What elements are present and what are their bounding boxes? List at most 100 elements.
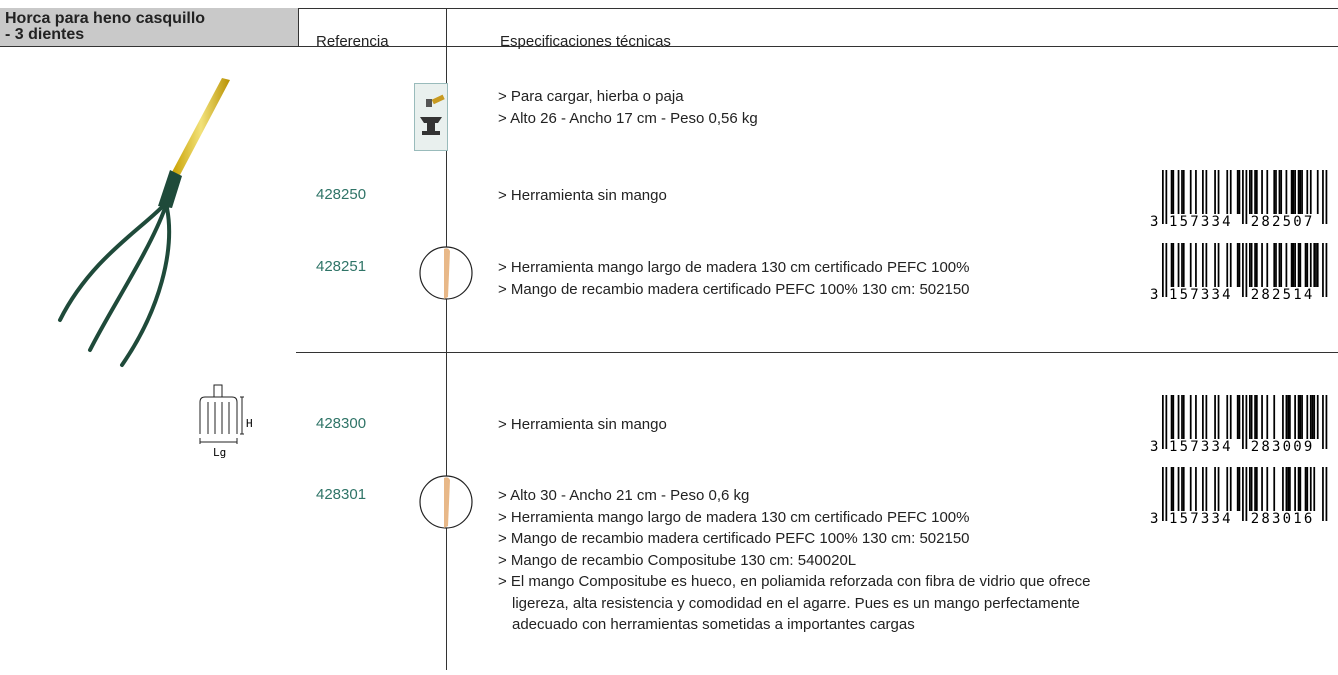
barcode-bar xyxy=(1280,243,1283,287)
barcode-bar xyxy=(1229,243,1232,287)
barcode-bar xyxy=(1250,467,1253,511)
barcode-bar xyxy=(1294,170,1296,214)
spec-line: > Alto 30 - Ancho 21 cm - Peso 0,6 kg xyxy=(498,487,750,504)
spec-line: > Mango de recambio Compositube 130 cm: … xyxy=(498,551,857,569)
barcode-bar xyxy=(1229,467,1232,511)
spec-list: > Herramienta sin mango xyxy=(498,414,1098,436)
barcode-bar xyxy=(1162,467,1164,521)
barcode-bar xyxy=(1322,395,1324,449)
barcode-digits: 3 xyxy=(1150,287,1161,303)
anvil-icon xyxy=(414,83,448,151)
barcode-bar xyxy=(1236,395,1239,439)
barcode-bar xyxy=(1273,243,1276,287)
header-rule xyxy=(0,46,1338,47)
barcode-bar xyxy=(1254,395,1256,439)
barcode-bar xyxy=(1249,170,1251,214)
barcode-bar xyxy=(1238,467,1241,511)
barcode-bar xyxy=(1229,395,1232,439)
barcode-digits: 3 xyxy=(1150,511,1161,527)
barcode-bar xyxy=(1299,467,1302,511)
section-rule xyxy=(296,352,1338,353)
barcode-bar xyxy=(1182,395,1185,439)
barcode-bar xyxy=(1202,395,1204,439)
spec-line: > Alto 26 - Ancho 17 cm - Peso 0,56 kg xyxy=(498,109,758,127)
barcode-bar xyxy=(1322,467,1324,521)
barcode-bar xyxy=(1325,467,1328,521)
barcode-bar xyxy=(1165,467,1168,521)
barcode-bar xyxy=(1304,467,1307,511)
spec-line: > Mango de recambio madera certificado P… xyxy=(498,530,970,547)
col-divider xyxy=(298,8,299,46)
barcode-bar xyxy=(1214,243,1216,287)
reference: 428250 xyxy=(316,186,367,203)
barcode-bar xyxy=(1325,395,1328,449)
barcode-bar xyxy=(1177,467,1180,511)
barcode-bar xyxy=(1261,170,1263,214)
barcode-digits: 157334 xyxy=(1169,511,1233,527)
barcode-bar xyxy=(1299,170,1302,214)
reference: 428300 xyxy=(316,415,367,432)
top-rule xyxy=(0,8,1338,9)
barcode-bar xyxy=(1290,170,1293,214)
barcode-bar xyxy=(1287,395,1290,439)
spec-line: > Herramienta mango largo de madera 130 … xyxy=(498,508,970,526)
barcode-bar xyxy=(1297,243,1300,287)
barcode-bar xyxy=(1306,170,1309,214)
spec-line: > Herramienta sin mango xyxy=(498,187,667,204)
barcode-bar xyxy=(1316,243,1319,287)
barcode-bar xyxy=(1238,243,1241,287)
barcode-bar xyxy=(1297,395,1300,439)
barcode-bar xyxy=(1214,170,1216,214)
barcode-bar xyxy=(1273,170,1276,214)
barcode-bar xyxy=(1311,395,1314,439)
barcode-bar xyxy=(1242,243,1244,297)
barcode-bar xyxy=(1236,467,1239,511)
barcode-bar xyxy=(1285,243,1288,287)
barcode-bar xyxy=(1195,170,1197,214)
barcode-bar xyxy=(1182,467,1185,511)
barcode-bar xyxy=(1189,395,1192,439)
handle-icon xyxy=(419,246,473,300)
spec-line: > El mango Compositube es hueco, en poli… xyxy=(498,573,1091,633)
barcode-bar xyxy=(1282,395,1284,439)
barcode-bar xyxy=(1182,170,1185,214)
barcode-digits: 3 xyxy=(1150,439,1161,455)
barcode-bar xyxy=(1181,467,1183,511)
barcode-bar xyxy=(1177,395,1180,439)
barcode-bar xyxy=(1195,243,1197,287)
title: - 3 dientes xyxy=(5,26,85,43)
barcode-bar xyxy=(1273,395,1276,439)
barcode-bar xyxy=(1226,170,1229,214)
barcode-bar xyxy=(1278,243,1281,287)
barcode-bar xyxy=(1289,395,1291,439)
column-header: Referencia xyxy=(316,33,389,50)
barcode-bar xyxy=(1250,243,1253,287)
spec-list: > Alto 30 - Ancho 21 cm - Peso 0,6 kg > H… xyxy=(498,485,1098,636)
barcode-bar xyxy=(1195,395,1197,439)
barcode-bar xyxy=(1214,467,1216,511)
barcode-bar xyxy=(1280,170,1283,214)
barcode-bar xyxy=(1242,170,1244,224)
barcode-bar xyxy=(1181,170,1183,214)
barcode-bar xyxy=(1202,243,1204,287)
barcode-bar xyxy=(1170,243,1173,287)
barcode-bar xyxy=(1242,467,1244,521)
barcode-digits: 157334 xyxy=(1169,214,1233,230)
barcode-bar xyxy=(1301,395,1303,439)
barcode-bar xyxy=(1177,243,1180,287)
barcode-bar xyxy=(1181,243,1183,287)
barcode-bar xyxy=(1313,243,1316,287)
barcode-bar xyxy=(1189,467,1192,511)
spec-line: > Herramienta mango largo de madera 130 … xyxy=(498,259,970,276)
barcode-bar xyxy=(1322,170,1324,224)
reference: 428251 xyxy=(316,258,367,275)
barcode-bar xyxy=(1316,395,1319,439)
barcode-bar xyxy=(1229,170,1232,214)
barcode-bar xyxy=(1236,243,1239,287)
barcode-bar xyxy=(1205,395,1208,439)
barcode-bar xyxy=(1254,170,1256,214)
title: Horca para heno casquillo xyxy=(5,10,206,27)
spec-list: > Herramienta sin mango xyxy=(498,185,1098,207)
barcode-bar xyxy=(1282,467,1284,511)
barcode-bar xyxy=(1172,170,1175,214)
